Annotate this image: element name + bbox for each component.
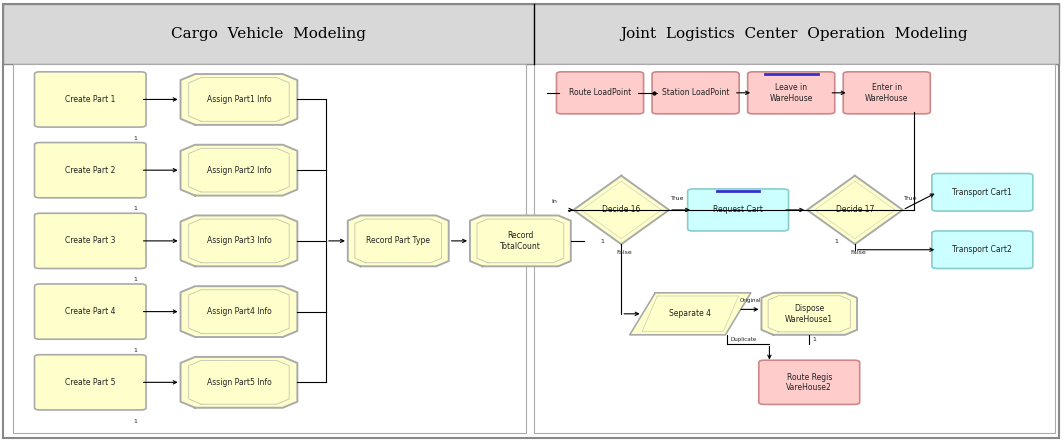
FancyBboxPatch shape [3, 4, 1059, 64]
FancyBboxPatch shape [652, 72, 739, 114]
Polygon shape [181, 215, 297, 266]
FancyBboxPatch shape [843, 72, 930, 114]
Text: Decide 16: Decide 16 [602, 206, 640, 214]
Polygon shape [181, 74, 297, 125]
Polygon shape [348, 215, 448, 266]
FancyBboxPatch shape [35, 284, 147, 339]
FancyBboxPatch shape [932, 173, 1032, 211]
Polygon shape [807, 175, 903, 244]
Text: True: True [671, 196, 684, 202]
FancyBboxPatch shape [3, 4, 1059, 438]
Text: 1: 1 [134, 419, 137, 423]
Polygon shape [573, 175, 669, 244]
Text: Cargo  Vehicle  Modeling: Cargo Vehicle Modeling [171, 27, 366, 42]
Text: Leave in
WareHouse: Leave in WareHouse [770, 83, 812, 103]
Text: Record
TotalCount: Record TotalCount [500, 231, 541, 251]
Polygon shape [630, 293, 751, 335]
FancyBboxPatch shape [932, 231, 1032, 268]
Text: 1: 1 [134, 206, 137, 211]
Text: Route Regis
VareHouse2: Route Regis VareHouse2 [786, 373, 833, 392]
Text: Request Cart: Request Cart [714, 206, 763, 214]
FancyBboxPatch shape [35, 213, 147, 268]
Polygon shape [469, 215, 570, 266]
Polygon shape [181, 286, 297, 337]
Text: True: True [905, 196, 918, 202]
Text: False: False [617, 250, 632, 255]
Text: Enter in
WareHouse: Enter in WareHouse [866, 83, 908, 103]
FancyBboxPatch shape [758, 360, 859, 404]
Text: 1: 1 [134, 277, 137, 282]
Text: Assign Part5 Info: Assign Part5 Info [207, 378, 271, 387]
Text: 1: 1 [834, 240, 838, 244]
Text: Create Part 3: Create Part 3 [65, 236, 116, 245]
Text: 1: 1 [600, 240, 604, 244]
FancyBboxPatch shape [556, 72, 644, 114]
FancyBboxPatch shape [35, 354, 147, 410]
Text: Decide 17: Decide 17 [836, 206, 874, 214]
Text: Record Part Type: Record Part Type [366, 236, 430, 245]
Text: 1: 1 [812, 337, 817, 342]
Text: Duplicate: Duplicate [731, 337, 756, 342]
Text: Assign Part3 Info: Assign Part3 Info [207, 236, 271, 245]
Text: Create Part 1: Create Part 1 [65, 95, 116, 104]
FancyBboxPatch shape [35, 142, 147, 198]
Text: Dispose
WareHouse1: Dispose WareHouse1 [785, 304, 834, 324]
Text: Create Part 2: Create Part 2 [65, 166, 116, 175]
FancyBboxPatch shape [748, 72, 835, 114]
FancyBboxPatch shape [534, 64, 1055, 433]
Text: Create Part 4: Create Part 4 [65, 307, 116, 316]
Text: Assign Part1 Info: Assign Part1 Info [207, 95, 271, 104]
Text: In: In [551, 199, 558, 205]
Text: Transport Cart2: Transport Cart2 [953, 245, 1012, 254]
Text: 1: 1 [134, 136, 137, 141]
Text: Assign Part2 Info: Assign Part2 Info [207, 166, 271, 175]
FancyBboxPatch shape [688, 189, 788, 231]
Text: Transport Cart1: Transport Cart1 [953, 188, 1012, 197]
Text: Assign Part4 Info: Assign Part4 Info [207, 307, 271, 316]
Polygon shape [181, 357, 297, 408]
FancyBboxPatch shape [35, 72, 147, 127]
Text: Separate 4: Separate 4 [669, 309, 712, 318]
Polygon shape [761, 293, 857, 335]
FancyBboxPatch shape [13, 64, 526, 433]
Text: False: False [851, 250, 866, 255]
Polygon shape [181, 145, 297, 195]
Text: Route LoadPoint: Route LoadPoint [569, 88, 631, 97]
Text: 1: 1 [134, 348, 137, 353]
Text: Original: Original [740, 298, 761, 303]
Text: Create Part 5: Create Part 5 [65, 378, 116, 387]
Text: Joint  Logistics  Center  Operation  Modeling: Joint Logistics Center Operation Modelin… [620, 27, 969, 42]
Text: Station LoadPoint: Station LoadPoint [662, 88, 730, 97]
